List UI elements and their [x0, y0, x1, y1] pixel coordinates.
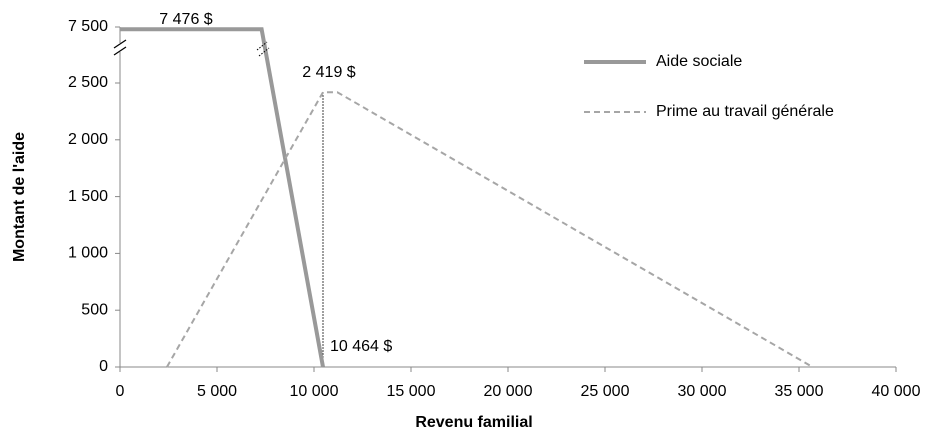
annotation: 2 419 $	[302, 64, 355, 81]
x-axis-label: Revenu familial	[415, 414, 532, 431]
legend-label: Prime au travail générale	[656, 103, 834, 120]
x-tick-label: 20 000	[484, 383, 533, 400]
y-tick-label: 2 500	[68, 74, 108, 91]
x-tick-label: 35 000	[775, 383, 824, 400]
annotation: 7 476 $	[159, 11, 212, 28]
x-tick-label: 25 000	[581, 383, 630, 400]
axis-break	[113, 39, 127, 49]
x-tick-label: 40 000	[872, 383, 921, 400]
y-tick-label: 500	[81, 301, 108, 318]
y-tick-label: 7 500	[68, 18, 108, 35]
y-tick-label: 1 000	[68, 245, 108, 262]
line-series	[120, 27, 325, 368]
annotation: 10 464 $	[330, 338, 392, 355]
line-series	[166, 91, 814, 368]
x-tick-label: 10 000	[290, 383, 339, 400]
x-tick-label: 15 000	[387, 383, 436, 400]
y-tick-label: 1 500	[68, 188, 108, 205]
x-tick-label: 0	[116, 383, 125, 400]
y-tick-label: 0	[99, 358, 108, 375]
legend-label: Aide sociale	[656, 53, 742, 70]
x-tick-label: 5 000	[197, 383, 237, 400]
line-break	[256, 41, 268, 51]
line-break	[258, 47, 270, 57]
y-axis-label: Montant de l'aide	[11, 132, 28, 262]
y-tick-label: 2 000	[68, 131, 108, 148]
axis-break	[113, 46, 127, 56]
x-tick-label: 30 000	[678, 383, 727, 400]
